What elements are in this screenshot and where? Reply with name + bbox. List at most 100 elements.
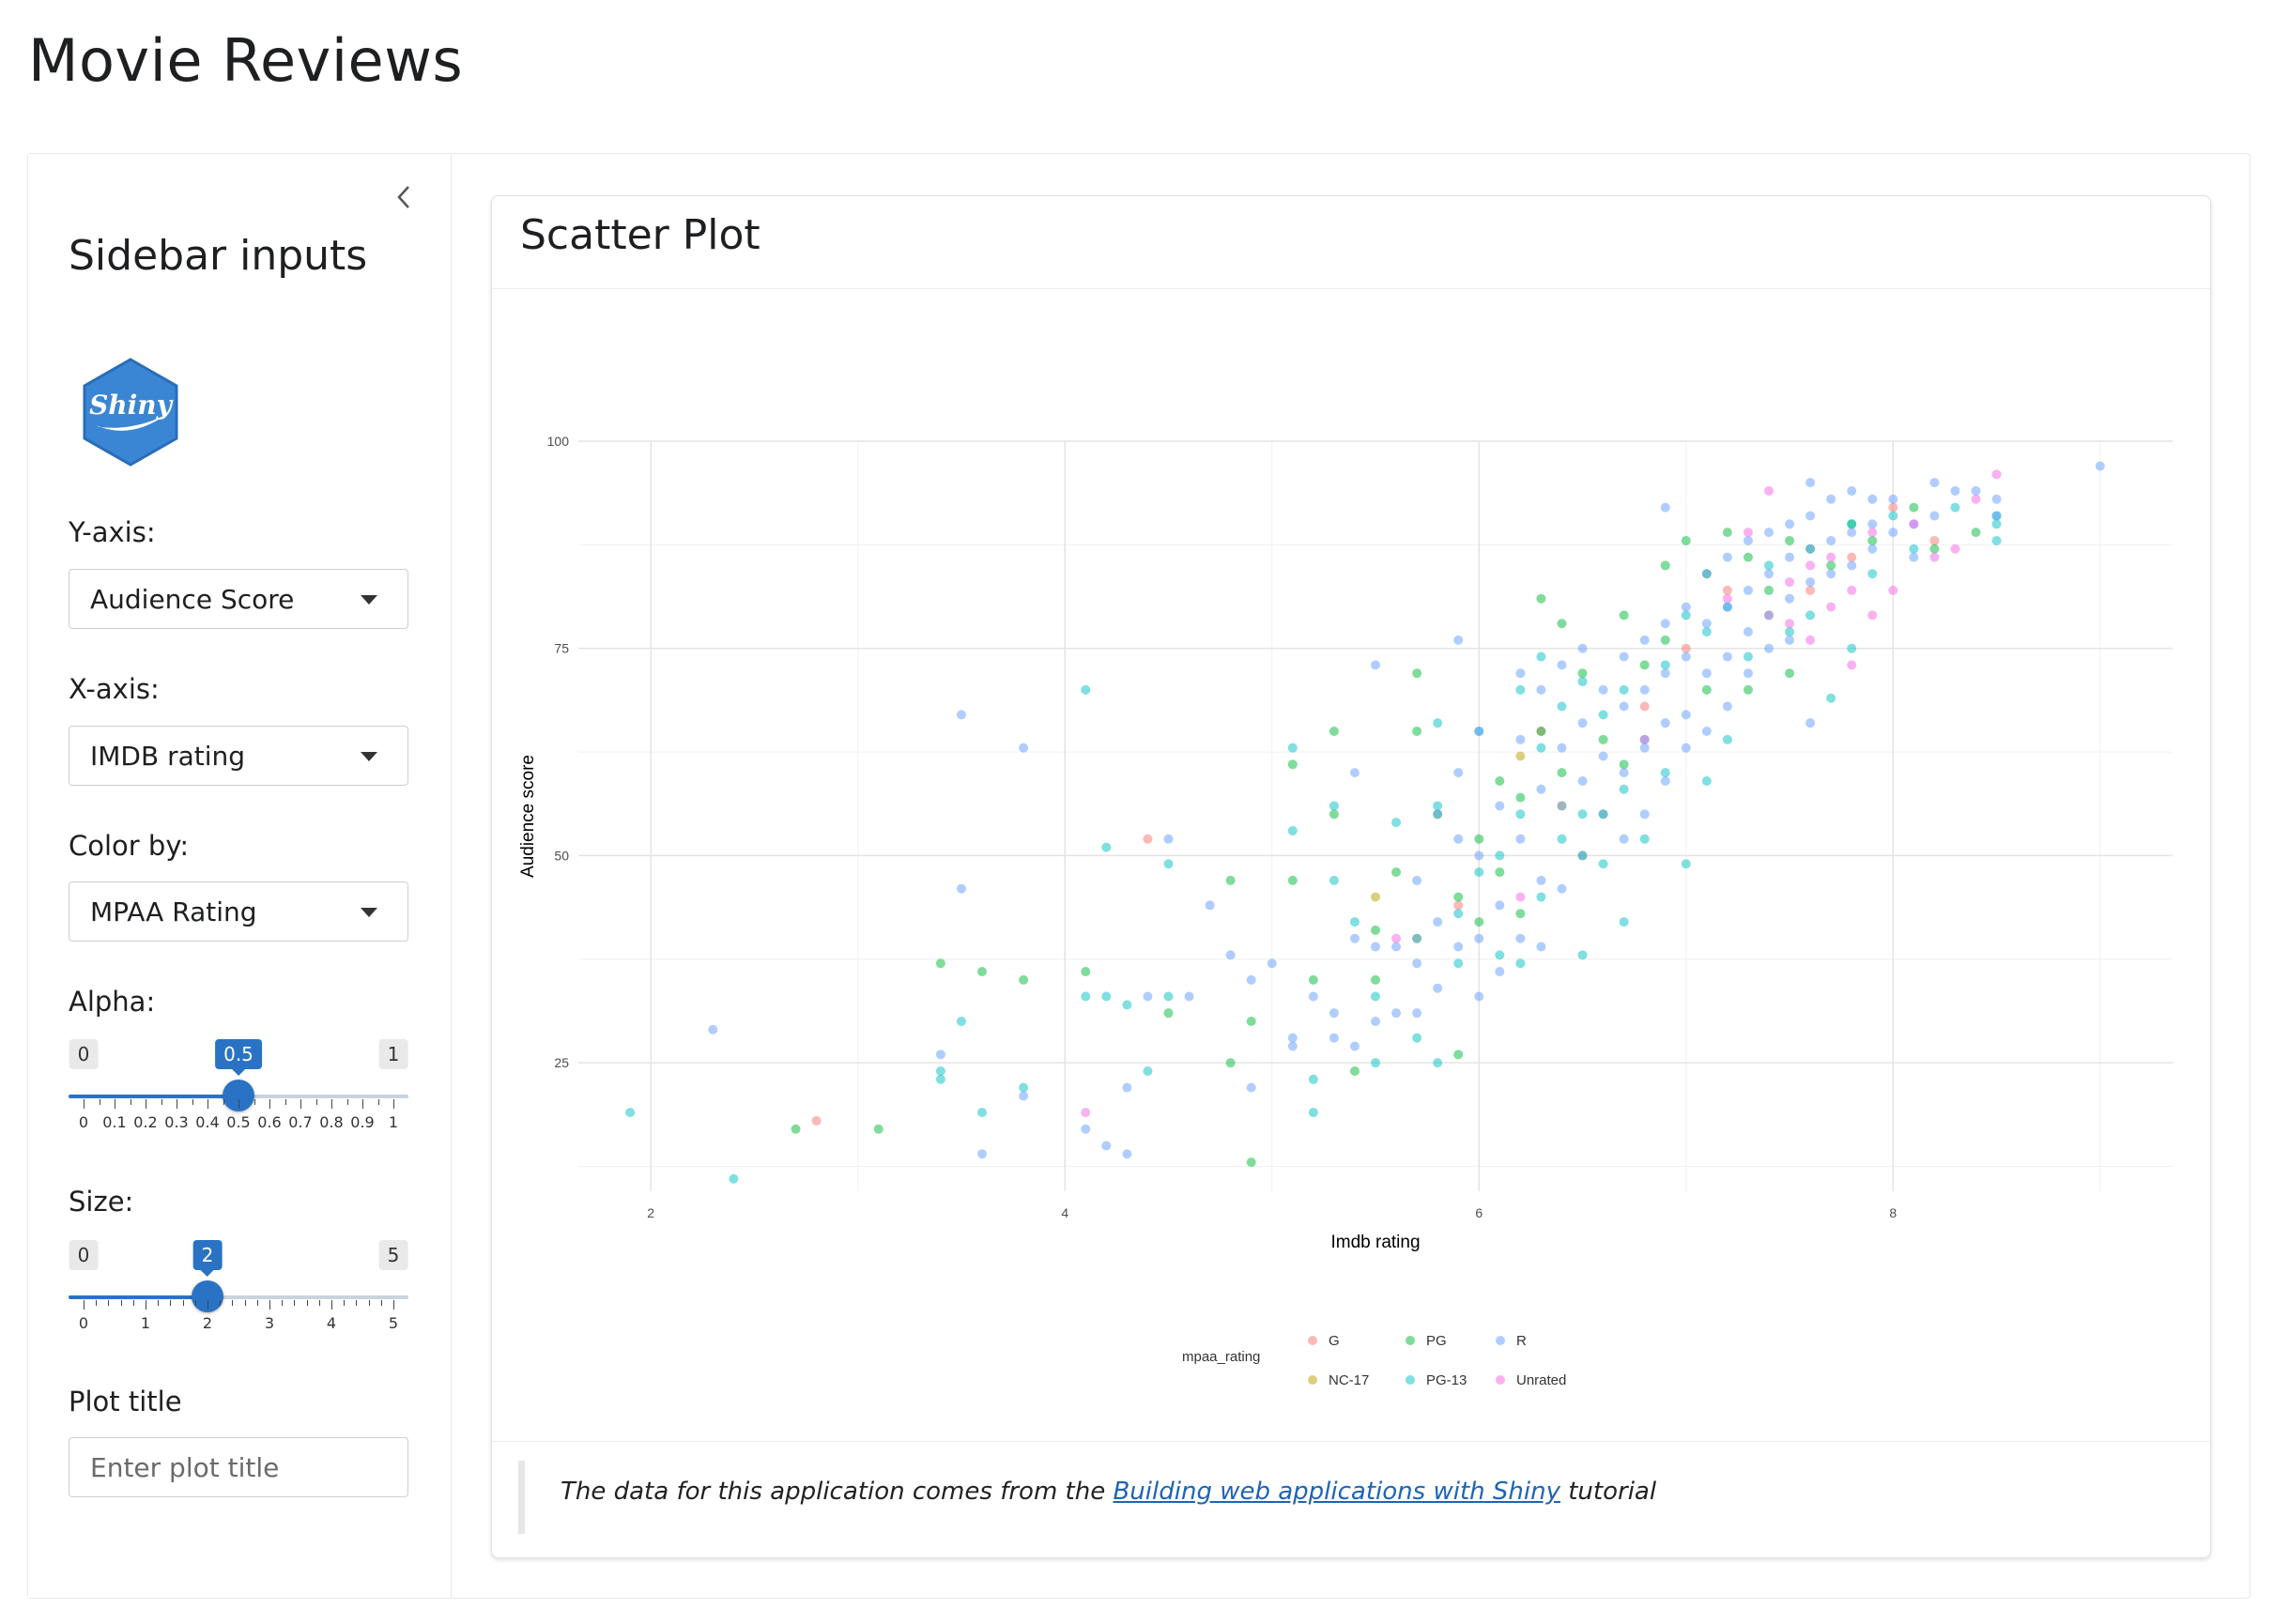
point-pg (1785, 668, 1795, 679)
point-r (1847, 560, 1857, 571)
size-minor-tick (318, 1300, 320, 1306)
point-unrated (1785, 619, 1795, 629)
point-unrated (1639, 734, 1650, 744)
point-pg-13 (1639, 834, 1650, 844)
point-pg (1371, 974, 1380, 985)
size-slider[interactable]: 0 5 2 0 1 2 3 4 5 (69, 1240, 408, 1362)
alpha-tick-label: 0.1 (102, 1113, 127, 1131)
point-pg-13 (1950, 502, 1960, 513)
point-pg-13 (956, 1017, 966, 1027)
size-minor-tick (120, 1300, 122, 1306)
collapse-sidebar-button[interactable] (385, 178, 423, 216)
point-pg-13 (1329, 875, 1339, 885)
point-r (1639, 809, 1650, 820)
alpha-tick-label: 0 (78, 1113, 89, 1131)
point-r (956, 883, 966, 894)
point-pg-13 (1619, 917, 1629, 927)
point-r (1557, 743, 1567, 753)
point-unrated (1888, 585, 1898, 595)
legend-title: mpaa_rating (1182, 1349, 1260, 1365)
point-pg-13 (1453, 958, 1464, 969)
point-r (1122, 1082, 1132, 1093)
point-pg (1474, 917, 1484, 927)
point-r (1701, 727, 1712, 737)
point-g (1888, 502, 1898, 513)
tutorial-link[interactable]: Building web applications with Shiny (1113, 1478, 1560, 1506)
point-unrated (1081, 1108, 1091, 1118)
point-pg-13 (977, 1108, 988, 1118)
point-pg-13 (1557, 834, 1567, 844)
point-r (1929, 478, 1940, 488)
y-tick-label: 25 (554, 1055, 569, 1070)
point-pg-13 (1081, 991, 1091, 1002)
scatter-plot-card: Scatter Plot 2 4 6 8 25 50 75 100 Imdb rating Aud… (491, 195, 2211, 1558)
y-axis-select[interactable]: Audience Score (69, 569, 408, 629)
card-title: Scatter Plot (520, 211, 761, 259)
plot-title-input[interactable] (69, 1437, 408, 1497)
size-track[interactable] (69, 1295, 408, 1299)
size-minor-tick (294, 1300, 296, 1306)
point-pg-13 (1867, 569, 1878, 579)
point-r (1722, 701, 1732, 712)
alpha-tick-label: 0.4 (195, 1113, 220, 1131)
point-pg-13 (1763, 560, 1774, 571)
point-pg-13 (1701, 775, 1712, 786)
point-r (1495, 900, 1505, 911)
x-axis-select[interactable]: IMDB rating (69, 726, 408, 786)
color-by-select[interactable]: MPAA Rating (69, 881, 408, 942)
point-r (1515, 668, 1526, 679)
point-pg (1929, 544, 1940, 554)
point-pg-13 (729, 1173, 739, 1184)
point-pg-13 (1577, 809, 1588, 820)
size-tick-label: 1 (140, 1314, 151, 1332)
point-r (1785, 635, 1795, 645)
point-pg-13 (1847, 643, 1857, 653)
y-axis-title: Audience score (518, 755, 538, 878)
size-minor-tick (368, 1300, 370, 1306)
point-g (1722, 585, 1732, 595)
point-pg-13 (1991, 535, 2002, 545)
point-pg (1681, 535, 1691, 545)
point-unrated (1805, 635, 1816, 645)
point-pg (935, 958, 945, 969)
point-pg-13 (1412, 933, 1422, 943)
point-pg-13 (1391, 818, 1402, 828)
point-r (1246, 1082, 1256, 1093)
point-g (1847, 552, 1857, 562)
size-minor-tick (158, 1300, 160, 1306)
x-axis-title: Imdb rating (1330, 1233, 1420, 1252)
point-pg (1412, 668, 1422, 679)
point-pg-13 (1557, 701, 1567, 712)
alpha-tick-label: 0.6 (257, 1113, 282, 1131)
alpha-label: Alpha: (69, 986, 156, 1018)
point-pg-13 (1453, 909, 1464, 919)
alpha-tick-label: 0.3 (164, 1113, 189, 1131)
point-r (1349, 933, 1360, 943)
size-max-label: 5 (378, 1240, 408, 1270)
alpha-slider[interactable]: 0 1 0.5 0 0.1 0.2 0.3 0.4 0.5 0.6 0.7 0.8 0.9 1 (69, 1039, 408, 1161)
point-r (1577, 775, 1588, 786)
point-pg-13 (935, 1074, 945, 1084)
point-r (1536, 784, 1546, 794)
legend-key-pg (1406, 1336, 1415, 1345)
point-r (977, 1149, 988, 1159)
point-r (1371, 660, 1380, 670)
shiny-logo: Shiny (83, 358, 178, 467)
size-tick-label: 4 (326, 1314, 337, 1332)
point-r (1474, 991, 1484, 1002)
point-pg-13 (1660, 768, 1670, 778)
point-r (1619, 701, 1629, 712)
point-r (1950, 485, 1960, 496)
alpha-minor-tick (346, 1099, 348, 1105)
point-r (1598, 809, 1608, 820)
point-unrated (1929, 552, 1940, 562)
size-tick-label: 2 (202, 1314, 213, 1332)
alpha-tick (269, 1099, 270, 1109)
point-r (1805, 577, 1816, 588)
point-pg-13 (1909, 544, 1919, 554)
point-r (2095, 461, 2105, 471)
alpha-minor-tick (254, 1099, 255, 1105)
point-pg-13 (1577, 677, 1588, 687)
size-minor-tick (194, 1300, 196, 1306)
x-tick-label: 4 (1061, 1205, 1068, 1220)
